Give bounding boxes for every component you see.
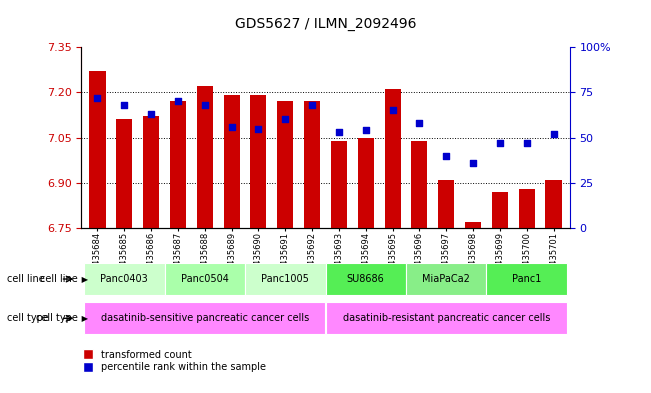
Bar	[165, 263, 245, 295]
Point	[146, 111, 156, 117]
Text: Panc0403: Panc0403	[100, 274, 148, 284]
Point	[200, 102, 210, 108]
Bar	[519, 189, 534, 228]
Bar	[331, 141, 347, 228]
Text: dasatinib-sensitive pancreatic cancer cells: dasatinib-sensitive pancreatic cancer ce…	[101, 313, 309, 323]
Bar	[84, 263, 165, 295]
Point	[521, 140, 532, 146]
Point	[280, 116, 290, 123]
Text: GDS5627 / ILMN_2092496: GDS5627 / ILMN_2092496	[235, 17, 416, 31]
Point	[334, 129, 344, 135]
Bar	[170, 101, 186, 228]
Bar	[465, 222, 481, 228]
Point	[361, 127, 371, 134]
Point	[253, 125, 264, 132]
Text: SU8686: SU8686	[347, 274, 385, 284]
Bar	[84, 303, 326, 334]
Bar	[357, 138, 374, 228]
Bar	[492, 192, 508, 228]
Point	[414, 120, 424, 126]
Text: Panc1: Panc1	[512, 274, 542, 284]
Bar	[546, 180, 562, 228]
Text: MiaPaCa2: MiaPaCa2	[422, 274, 470, 284]
Point	[227, 123, 237, 130]
Point	[307, 102, 317, 108]
Bar	[406, 263, 486, 295]
Bar	[438, 180, 454, 228]
Bar	[143, 116, 159, 228]
Point	[92, 95, 103, 101]
Bar	[251, 95, 266, 228]
Legend: transformed count, percentile rank within the sample: transformed count, percentile rank withi…	[79, 346, 270, 376]
Bar	[89, 71, 105, 228]
Point	[495, 140, 505, 146]
Text: ▶: ▶	[79, 314, 88, 323]
Point	[173, 98, 183, 105]
Point	[548, 131, 559, 137]
Bar	[486, 263, 567, 295]
Bar	[304, 101, 320, 228]
Bar	[117, 119, 132, 228]
Bar	[245, 263, 326, 295]
Point	[468, 160, 478, 166]
Bar	[411, 141, 428, 228]
Text: ▶: ▶	[79, 275, 88, 283]
Text: Panc0504: Panc0504	[181, 274, 229, 284]
Text: cell line: cell line	[7, 274, 44, 284]
Point	[387, 107, 398, 114]
Bar	[223, 95, 240, 228]
Bar	[277, 101, 294, 228]
Bar	[326, 303, 567, 334]
Point	[441, 152, 451, 159]
Bar	[326, 263, 406, 295]
Bar	[385, 89, 400, 228]
Text: dasatinib-resistant pancreatic cancer cells: dasatinib-resistant pancreatic cancer ce…	[342, 313, 550, 323]
Bar	[197, 86, 213, 228]
Text: cell line: cell line	[40, 274, 78, 284]
Text: cell type: cell type	[7, 313, 48, 323]
Text: Panc1005: Panc1005	[261, 274, 309, 284]
Text: cell type: cell type	[36, 313, 78, 323]
Point	[119, 102, 130, 108]
